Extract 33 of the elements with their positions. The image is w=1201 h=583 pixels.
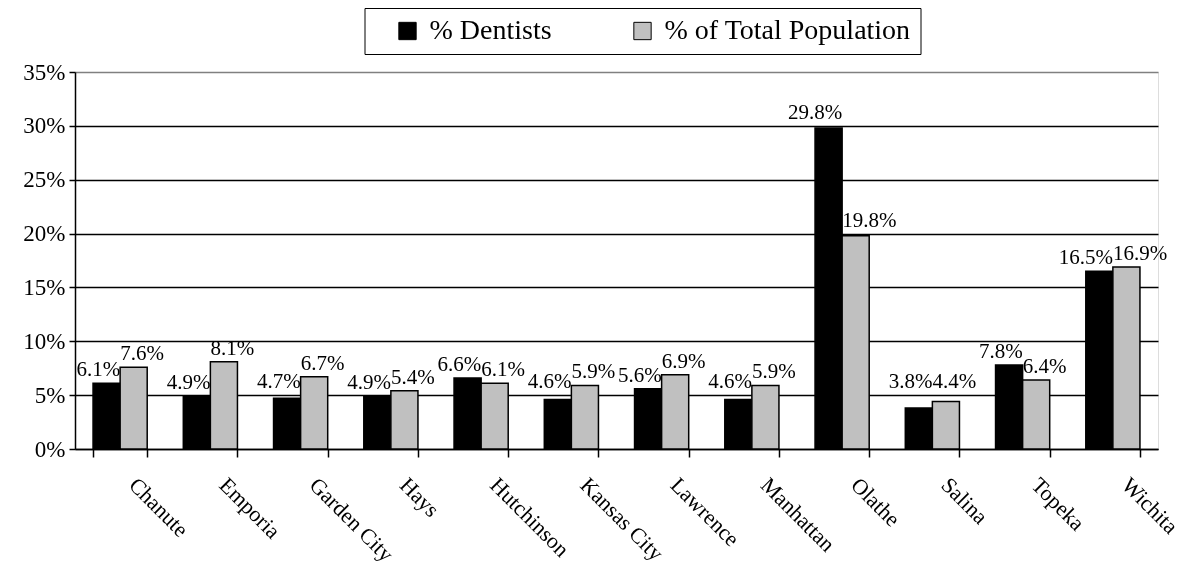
data-label: 6.1% [481, 357, 525, 382]
data-label: 6.7% [300, 350, 345, 375]
data-label: 7.6% [120, 341, 164, 366]
data-label: 4.9% [347, 370, 391, 395]
data-label: 5.9% [571, 359, 616, 384]
y-tick-label: 30% [23, 113, 66, 139]
data-label: 29.8% [787, 99, 843, 124]
data-label: 6.4% [1022, 354, 1067, 379]
y-tick-label: 25% [23, 167, 66, 193]
data-label: 5.4% [390, 364, 435, 389]
data-label: 16.9% [1112, 240, 1168, 265]
y-tick-label: 20% [23, 221, 66, 247]
data-label: 4.6% [708, 369, 752, 394]
data-label: 4.9% [166, 370, 211, 395]
data-label: 5.9% [751, 359, 796, 384]
data-label: 16.5% [1058, 245, 1113, 270]
data-label: 6.9% [661, 348, 706, 373]
data-label: 19.8% [842, 207, 897, 232]
data-label: 6.1% [76, 357, 121, 382]
y-tick-label: 10% [23, 328, 66, 354]
data-label: 3.8% [888, 369, 933, 394]
legend-label: % of Total Population [664, 14, 911, 45]
data-label: 5.6% [617, 362, 662, 387]
data-label: 4.6% [527, 369, 572, 394]
y-tick-label: 5% [34, 382, 66, 408]
legend-label: % Dentists [429, 14, 552, 45]
data-label: 4.7% [256, 369, 301, 394]
data-label: 4.4% [932, 369, 977, 394]
y-tick-label: 35% [23, 59, 66, 85]
data-label: 6.6% [437, 351, 482, 376]
y-tick-label: 15% [23, 274, 66, 300]
y-tick-label: 0% [34, 436, 66, 462]
data-label: 7.8% [978, 338, 1023, 363]
